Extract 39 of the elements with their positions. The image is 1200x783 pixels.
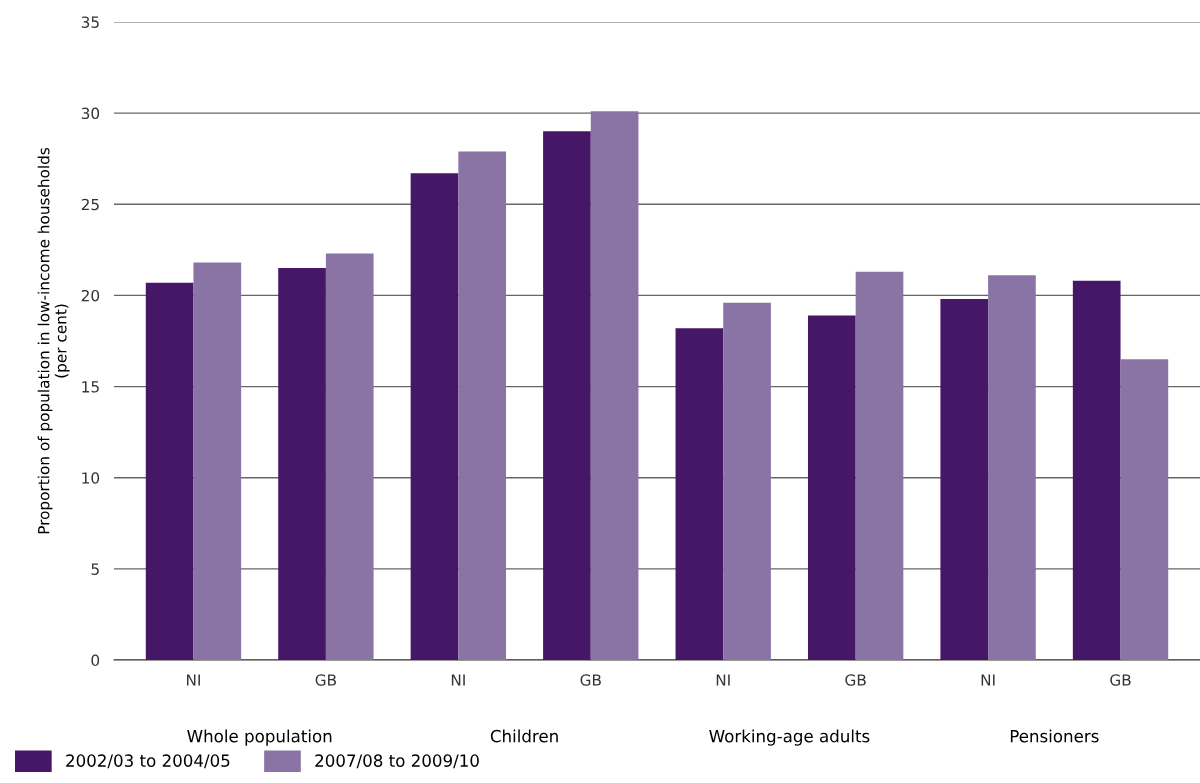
bar — [325, 253, 374, 661]
text: Children — [490, 729, 558, 743]
bar — [410, 173, 459, 661]
bar — [1120, 359, 1169, 661]
bar — [988, 275, 1036, 661]
x-tick-label: GB — [580, 674, 601, 686]
y-tick-label: 35 — [81, 16, 99, 28]
legend-label: 2007/08 to 2009/10 — [315, 754, 479, 769]
bar — [543, 131, 591, 661]
y-tick-label: 30 — [81, 107, 100, 120]
x-tick-label: NI — [186, 674, 200, 686]
bar — [458, 151, 507, 661]
bar — [1072, 280, 1121, 661]
y-tick-label: 5 — [91, 563, 99, 575]
bar — [855, 271, 904, 661]
y-tick-label: 20 — [81, 289, 100, 302]
bar — [940, 299, 989, 661]
x-tick-label: NI — [716, 674, 730, 686]
x-tick-label: GB — [1110, 674, 1131, 686]
text: Whole population — [187, 729, 332, 746]
x-tick-label: NI — [451, 674, 465, 686]
y-tick-label: 10 — [82, 472, 100, 484]
bar — [278, 268, 326, 661]
bar — [193, 262, 242, 661]
bar — [145, 282, 194, 661]
bar — [590, 111, 639, 661]
bar — [675, 328, 724, 661]
text: Working-age adults — [709, 729, 870, 746]
y-tick-label: 25 — [81, 198, 99, 211]
y-tick-label: 0 — [91, 654, 100, 667]
bar — [807, 315, 856, 661]
bar — [723, 302, 771, 661]
x-tick-label: GB — [845, 674, 866, 686]
text: Pensioners — [1010, 729, 1099, 743]
y-tick-label: 15 — [82, 381, 99, 393]
x-tick-label: NI — [981, 674, 995, 686]
legend-label: 2002/03 to 2004/05 — [66, 754, 230, 769]
x-tick-label: GB — [315, 674, 336, 686]
y-axis-title: Proportion of population in low-income households (per cent) — [37, 147, 70, 534]
